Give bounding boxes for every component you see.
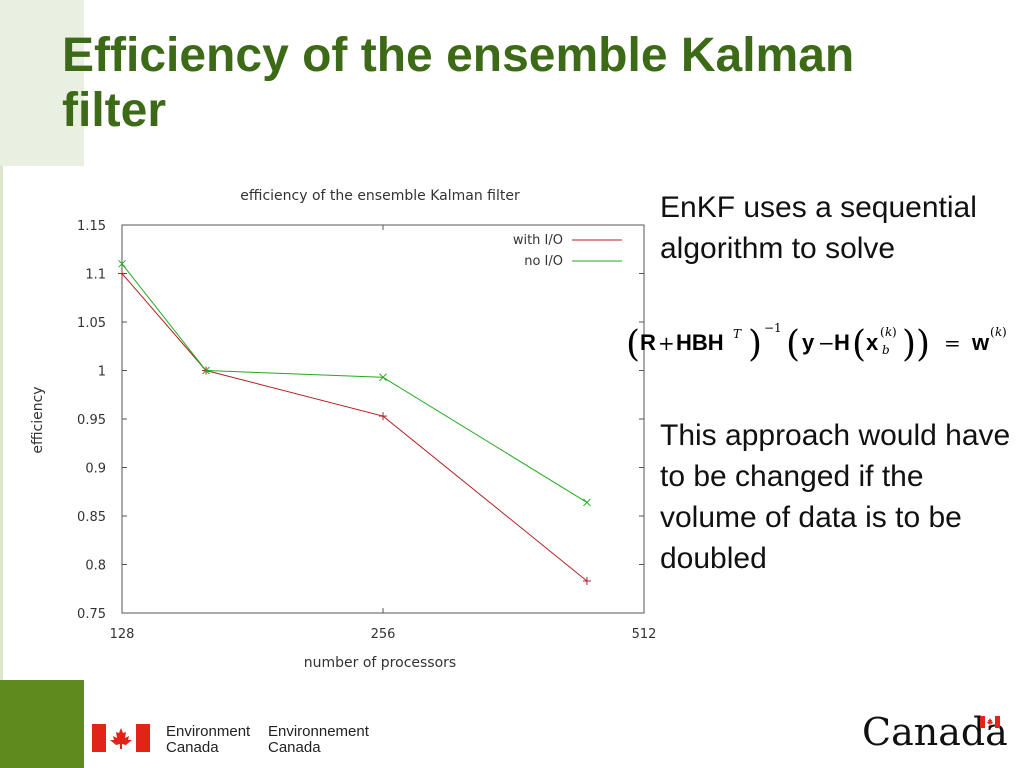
formula-w-k: k [995,325,1002,339]
efficiency-chart: efficiency of the ensemble Kalman filter… [30,188,657,671]
formula-x-b: b [882,343,890,357]
y-tick-label: 0.95 [77,413,106,428]
y-axis: 0.75 0.8 0.85 0.9 0.95 1 1.05 1.1 1.15 [77,219,644,622]
corner-decoration-top [0,0,84,166]
formula-w: w [971,330,990,355]
x-tick-label: 128 [110,627,135,642]
department-name-french: Environnement Canada [268,723,369,756]
data-point [379,373,387,382]
left-edge-decoration [0,166,3,680]
x-axis-label: number of processors [304,655,456,671]
y-axis-label: efficiency [30,386,46,453]
chart-title: efficiency of the ensemble Kalman filter [240,188,520,204]
x-tick-label: 512 [632,627,657,642]
formula-HBH: HBH [676,330,724,355]
data-point [379,412,387,421]
series-line-no-io [121,263,588,503]
y-tick-label: 1.05 [77,316,106,331]
data-point [583,498,591,507]
formula-x: x [866,330,879,355]
formula-x-k: k [885,325,892,339]
formula-inverse: −1 [764,321,782,335]
footer: Environment Canada Environnement Canada … [0,700,1024,768]
svg-text:(: ( [880,325,885,339]
wordmark-flag-icon [980,716,1000,728]
svg-text:(: ( [786,324,800,365]
formula-T: T [733,327,742,341]
slide-title: Efficiency of the ensemble Kalman filter [62,29,855,137]
intro-text: EnKF uses a sequential algorithm to solv… [660,191,977,265]
y-tick-label: 0.8 [85,559,106,574]
formula-equals: = [944,331,961,355]
y-tick-label: 0.75 [77,607,106,622]
marker-stroke [379,373,387,382]
legend-label-with-io: with I/O [513,233,563,248]
svg-text:(: ( [852,324,866,365]
y-tick-label: 0.9 [85,462,106,477]
svg-text:): ) [916,324,930,365]
svg-text:(: ( [990,325,995,339]
svg-text:): ) [748,324,762,365]
y-tick-label: 0.85 [77,510,106,525]
x-axis: 128 256 512 [110,225,657,642]
data-point [118,259,126,268]
y-tick-label: 1 [98,365,106,380]
data-point [202,366,210,375]
corner-decoration-bottom [0,680,84,768]
formula-H: H [834,330,850,355]
svg-text:): ) [902,324,916,365]
marker-stroke [202,366,210,375]
marker-stroke [583,498,591,507]
marker-stroke [118,259,126,268]
data-point [582,576,591,585]
y-tick-label: 1.1 [85,268,106,283]
legend: with I/O no I/O [513,233,622,269]
data-point [118,269,126,278]
svg-text:): ) [892,325,897,339]
series-line-with-io [121,273,588,582]
formula-plus: + [658,331,675,355]
kalman-equation: ( R + HBH T ) −1 ( y − H ( x ( k ) b ) )… [626,321,1007,365]
x-tick-label: 256 [371,627,396,642]
canada-flag-icon [92,724,150,752]
svg-text:): ) [1002,325,1007,339]
formula-y: y [802,330,815,355]
conclusion-text: This approach would have to be changed i… [660,419,1011,575]
series-layer [118,259,591,585]
svg-text:(: ( [626,324,640,365]
formula-minus: − [818,331,835,355]
department-name-english: Environment Canada [166,723,251,756]
y-tick-label: 1.15 [77,219,106,234]
legend-label-no-io: no I/O [524,254,563,269]
formula-R: R [640,330,656,355]
